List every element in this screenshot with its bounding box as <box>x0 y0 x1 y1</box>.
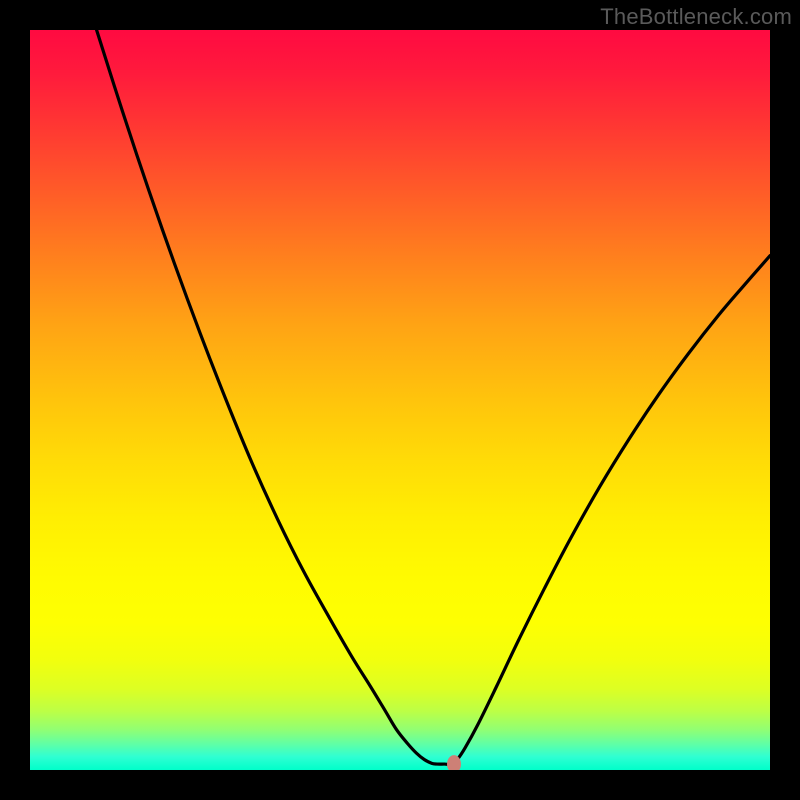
watermark-text: TheBottleneck.com <box>600 4 792 30</box>
plot-area <box>30 30 770 770</box>
highlight-marker <box>447 755 461 770</box>
marker-layer <box>30 30 770 770</box>
